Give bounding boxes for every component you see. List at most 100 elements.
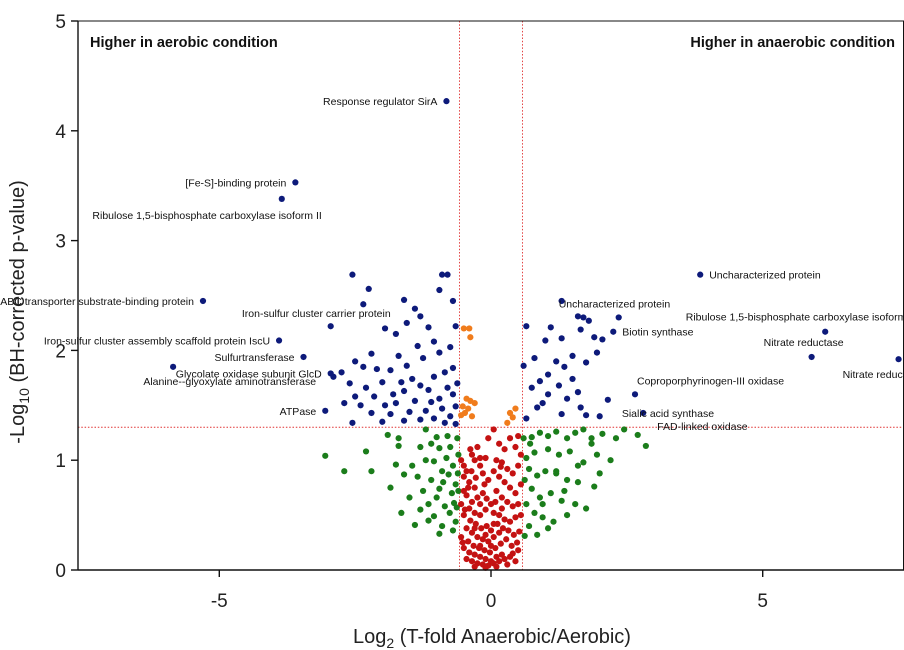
data-point <box>631 391 639 398</box>
data-point <box>417 313 424 320</box>
data-point <box>425 517 432 524</box>
data-point <box>474 494 481 501</box>
data-point <box>392 461 400 468</box>
data-point <box>471 400 478 407</box>
data-point <box>596 470 603 477</box>
data-point <box>496 511 503 519</box>
data-point <box>521 476 528 484</box>
data-point <box>509 503 516 510</box>
data-point <box>452 403 459 410</box>
data-point <box>455 487 462 495</box>
data-point <box>278 195 285 202</box>
data-point <box>523 323 530 330</box>
data-point <box>577 326 584 333</box>
y-axis-title-main: -Log <box>7 404 29 444</box>
data-point <box>460 325 467 332</box>
data-point <box>496 558 503 565</box>
data-point <box>599 336 606 343</box>
data-point <box>487 527 495 534</box>
point-labels: Response regulator SirA [Fe-S]-binding pr… <box>0 96 904 433</box>
data-point <box>392 330 400 338</box>
data-point <box>523 415 530 422</box>
data-point <box>452 420 459 428</box>
data-point <box>591 483 598 490</box>
data-point <box>563 476 571 484</box>
data-point <box>504 498 511 506</box>
data-point <box>572 429 579 436</box>
data-point <box>381 325 389 332</box>
data-point <box>438 522 446 530</box>
data-point <box>539 514 546 521</box>
data-point <box>486 549 494 556</box>
data-point <box>433 434 440 441</box>
data-point <box>596 413 603 420</box>
data-point <box>517 451 524 458</box>
data-point <box>504 561 511 568</box>
data-point <box>441 419 448 426</box>
data-point <box>553 358 560 365</box>
data-point <box>497 540 504 547</box>
data-point <box>479 490 486 497</box>
data-point <box>483 495 490 502</box>
x-axis-title-subscript: 2 <box>386 635 394 650</box>
data-point <box>357 402 364 409</box>
data-point <box>471 484 478 491</box>
point-label: [Fe-S]-binding protein <box>185 177 286 189</box>
data-point <box>483 522 490 530</box>
data-point <box>392 400 400 407</box>
data-point <box>422 457 429 464</box>
point-label: Ribulose 1,5-bisphosphate carboxylase is… <box>92 210 321 222</box>
data-point <box>387 410 394 418</box>
data-point <box>569 352 576 359</box>
data-point <box>406 494 413 501</box>
data-point <box>460 544 467 552</box>
data-point <box>490 468 497 475</box>
data-point <box>275 337 283 344</box>
data-point <box>497 463 504 470</box>
data-point <box>419 354 427 362</box>
data-point <box>460 473 467 480</box>
data-point <box>436 445 443 452</box>
data-point <box>512 443 519 451</box>
y-tick-label: 5 <box>55 12 66 33</box>
data-point <box>544 446 552 453</box>
data-point <box>368 409 375 417</box>
data-point <box>454 380 461 387</box>
data-point <box>414 342 421 350</box>
data-point <box>577 404 584 411</box>
data-point <box>467 334 474 341</box>
data-point <box>449 527 457 534</box>
data-point <box>558 335 565 342</box>
data-point <box>477 542 484 549</box>
data-point <box>544 391 552 398</box>
x-axis-title: Log2 (T-fold Anaerobic/Aerobic) <box>353 626 631 650</box>
point-label: Uncharacterized protein <box>709 270 821 282</box>
data-point <box>509 414 516 421</box>
data-point <box>610 328 617 335</box>
data-point <box>436 286 443 294</box>
y-axis-title-subscript: 10 <box>16 388 32 404</box>
data-point <box>574 389 582 396</box>
data-point <box>458 457 465 464</box>
data-point <box>466 549 473 556</box>
y-axis-title-rest: (BH-corrected p-value) <box>7 180 29 388</box>
data-point <box>379 418 386 425</box>
data-point <box>199 297 207 305</box>
data-point <box>593 349 601 356</box>
data-point <box>384 431 391 439</box>
data-point <box>444 432 451 440</box>
x-tick-label: -5 <box>211 591 228 612</box>
data-point <box>588 440 595 447</box>
data-point <box>621 426 628 433</box>
data-point <box>419 487 427 495</box>
data-point <box>474 443 481 451</box>
data-point <box>454 470 461 477</box>
data-point <box>395 442 402 450</box>
point-label: Nitrate reductase <box>843 369 904 381</box>
axis-ticks: -5 0 5 0 1 2 3 4 5 <box>55 12 768 612</box>
point-label: Sulfurtransferase <box>215 352 295 364</box>
data-point <box>525 522 533 530</box>
data-point <box>512 558 519 565</box>
data-point <box>515 432 522 440</box>
data-point <box>615 314 622 321</box>
